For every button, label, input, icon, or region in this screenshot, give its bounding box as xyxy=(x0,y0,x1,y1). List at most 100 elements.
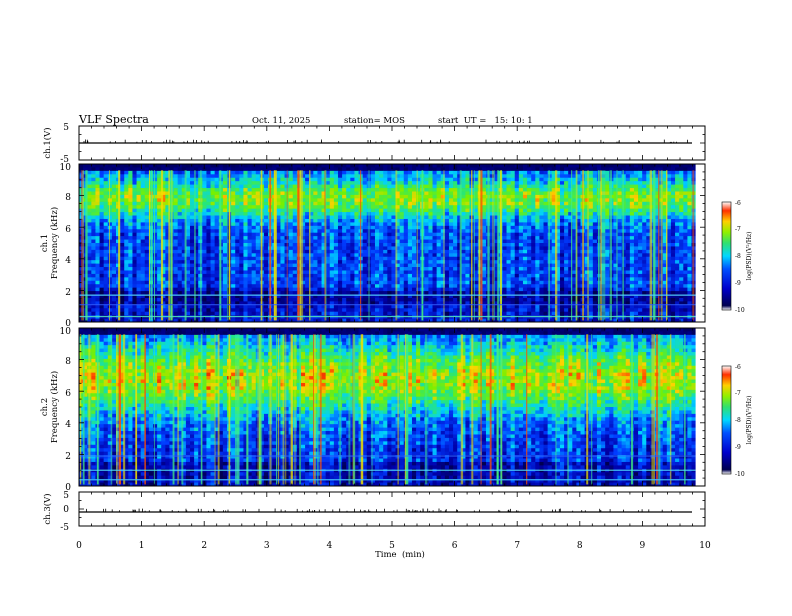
spectrogram-cell xyxy=(618,164,623,168)
spectrogram-cell xyxy=(120,181,125,185)
spectrogram-cell xyxy=(330,219,335,223)
spectrogram-cell xyxy=(560,222,565,226)
spectrogram-cell xyxy=(683,250,688,254)
spectrogram-cell xyxy=(461,253,466,257)
spectrogram-cell xyxy=(630,267,635,271)
spectrogram-cell xyxy=(387,181,392,185)
spectrogram-cell xyxy=(141,171,146,175)
spectrogram-cell xyxy=(252,171,257,175)
spectrogram-cell xyxy=(486,164,491,168)
spectrogram-cell xyxy=(371,195,376,199)
spectrogram-cell xyxy=(141,264,146,268)
spectrogram-cell xyxy=(544,191,549,195)
spectrogram-cell xyxy=(346,212,351,216)
spectrogram-cell xyxy=(507,185,512,189)
spectrogram-cell xyxy=(95,188,100,192)
spectrogram-cell xyxy=(293,257,298,261)
spectrogram-cell xyxy=(346,205,351,209)
spectrogram-cell xyxy=(379,216,384,220)
spectrogram-cell xyxy=(338,264,343,268)
spectrogram-cell xyxy=(445,205,450,209)
spectrogram-cell xyxy=(408,246,413,250)
spectrogram-cell xyxy=(424,257,429,261)
spectrogram-cell xyxy=(108,250,113,254)
spectrogram-cell xyxy=(482,191,487,195)
spectrogram-cell xyxy=(465,188,470,192)
spectrogram-cell xyxy=(564,212,569,216)
spectrogram-cell xyxy=(391,174,396,178)
spectrogram-cell xyxy=(100,270,105,274)
spectrogram-cell xyxy=(593,257,598,261)
spectrogram-cell xyxy=(202,253,207,257)
spectrogram-cell xyxy=(276,243,281,247)
spectrogram-cell xyxy=(548,216,553,220)
spectrogram-cell xyxy=(412,243,417,247)
spectrogram-cell xyxy=(387,229,392,233)
spectrogram-cell xyxy=(313,246,318,250)
spectrogram-cell xyxy=(515,185,520,189)
spectrogram-cell xyxy=(531,185,536,189)
spectrogram-cell xyxy=(626,229,631,233)
spectrogram-cell xyxy=(120,164,125,168)
spectrogram-cell xyxy=(445,198,450,202)
spectrogram-cell xyxy=(108,240,113,244)
spectrogram-cell xyxy=(683,188,688,192)
spectrogram-cell xyxy=(465,164,470,168)
spectrogram-cell xyxy=(675,236,680,240)
spectrogram-cell xyxy=(531,167,536,171)
spectrogram-cell xyxy=(334,246,339,250)
spectrogram-cell xyxy=(679,267,684,271)
spectrogram-cell xyxy=(375,195,380,199)
spectrogram-cell xyxy=(338,257,343,261)
spectrogram-cell xyxy=(638,216,643,220)
spectrogram-cell xyxy=(124,260,129,264)
spectrogram-cell xyxy=(539,236,544,240)
spectrogram-cell xyxy=(383,250,388,254)
spectrogram-cell xyxy=(83,164,88,168)
spectrogram-cell xyxy=(515,229,520,233)
spectrogram-cell xyxy=(231,195,236,199)
spectrogram-cell xyxy=(100,267,105,271)
spectrogram-cell xyxy=(104,250,109,254)
spectrogram-cell xyxy=(243,188,248,192)
spectrogram-cell xyxy=(589,243,594,247)
spectrogram-cell xyxy=(276,222,281,226)
spectrogram-cell xyxy=(342,171,347,175)
spectrogram-cell xyxy=(145,243,150,247)
spectrogram-cell xyxy=(642,185,647,189)
spectrogram-cell xyxy=(132,181,137,185)
spectrogram-cell xyxy=(153,164,158,168)
spectrogram-cell xyxy=(305,233,310,237)
spectrogram-cell xyxy=(391,243,396,247)
spectrogram-cell xyxy=(638,233,643,237)
spectrogram-cell xyxy=(618,167,623,171)
spectrogram-cell xyxy=(675,178,680,182)
spectrogram-cell xyxy=(683,233,688,237)
spectrogram-cell xyxy=(137,253,142,257)
spectrogram-cell xyxy=(243,171,248,175)
spectrogram-cell xyxy=(87,246,92,250)
spectrogram-cell xyxy=(379,246,384,250)
spectrogram-cell xyxy=(206,250,211,254)
spectrogram-cell xyxy=(400,195,405,199)
spectrogram-cell xyxy=(330,164,335,168)
spectrogram-cell xyxy=(412,267,417,271)
spectrogram-cell xyxy=(206,198,211,202)
spectrogram-cell xyxy=(108,209,113,213)
spectrogram-cell xyxy=(223,164,228,168)
spectrogram-cell xyxy=(519,253,524,257)
spectrogram-cell xyxy=(95,264,100,268)
spectrogram-cell xyxy=(465,202,470,206)
spectrogram-cell xyxy=(683,257,688,261)
spectrogram-cell xyxy=(354,191,359,195)
spectrogram-cell xyxy=(449,257,454,261)
spectrogram-cell xyxy=(564,240,569,244)
spectrogram-cell xyxy=(363,174,368,178)
spectrogram-cell xyxy=(248,191,253,195)
spectrogram-cell xyxy=(391,229,396,233)
spectrogram-cell xyxy=(523,243,528,247)
spectrogram-cell xyxy=(424,164,429,168)
spectrogram-cell xyxy=(544,243,549,247)
spectrogram-cell xyxy=(264,205,269,209)
spectrogram-cell xyxy=(539,178,544,182)
